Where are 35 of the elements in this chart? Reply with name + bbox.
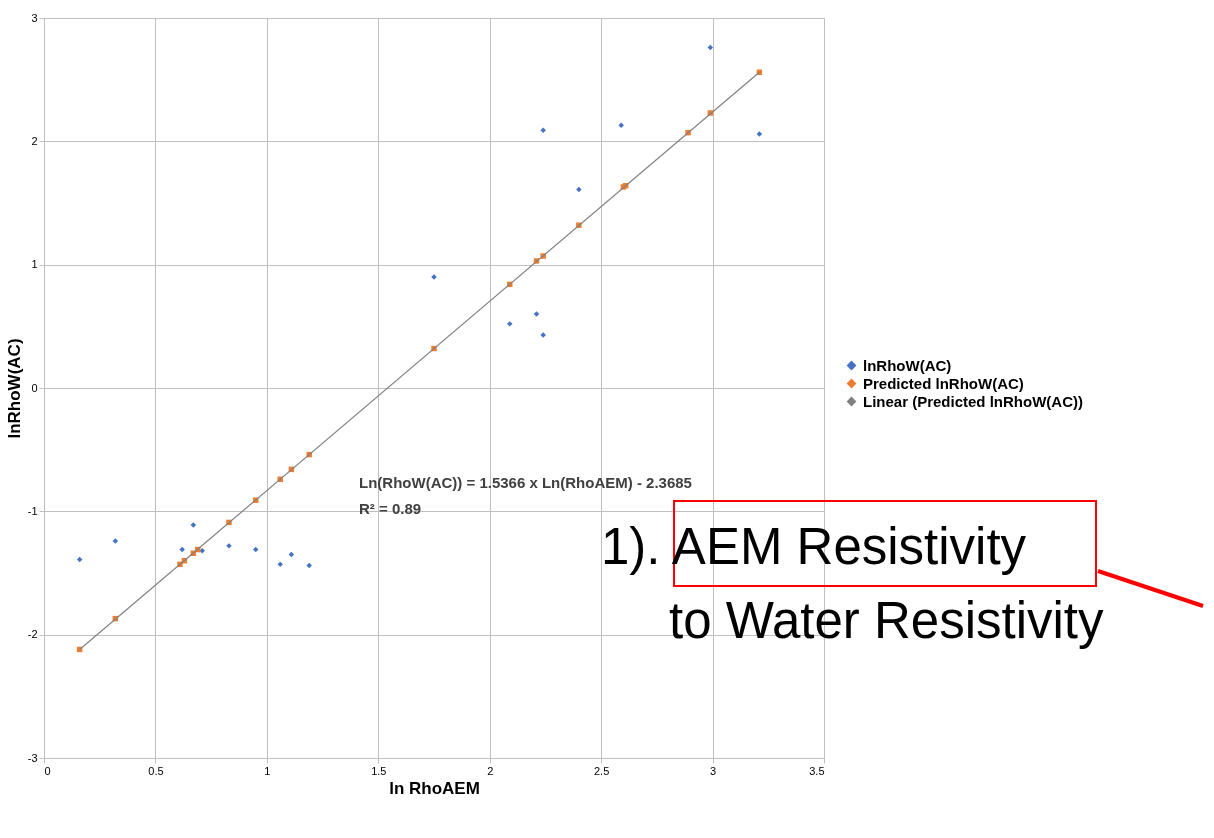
x-tick-label: 0.5 <box>148 764 164 777</box>
annotation: to Water Resistivity <box>669 592 1105 649</box>
point <box>756 131 763 137</box>
x-tick-label: 2.5 <box>593 764 610 777</box>
x-tick-label: 3 <box>710 764 717 777</box>
point <box>576 186 582 193</box>
y-tick-label: 2 <box>31 134 38 147</box>
legend-label: lnRhoW(AC) <box>863 356 952 374</box>
x-tick-label: 1 <box>264 764 271 777</box>
legend-label: Predicted lnRhoW(AC) <box>863 374 1024 392</box>
y-axis-title: lnRhoW(AC) <box>4 338 24 439</box>
point <box>190 522 197 528</box>
y-tick-label: 3 <box>31 11 38 24</box>
point <box>252 546 259 553</box>
annotation: R² = 0.89 <box>359 500 422 517</box>
x-tick-label: 0 <box>44 764 51 777</box>
annotation: Ln(RhoW(AC)) = 1.5366 x Ln(RhoAEM) - 2.3685 <box>359 474 692 491</box>
legend-label: Linear (Predicted lnRhoW(AC)) <box>863 392 1083 410</box>
point <box>179 546 185 553</box>
point <box>618 122 624 129</box>
point <box>112 538 119 544</box>
x-tick-label: 2 <box>487 764 494 777</box>
y-tick-label: -2 <box>27 628 38 641</box>
x-tick-label: 1.5 <box>371 764 387 777</box>
y-tick-label: 0 <box>31 381 38 394</box>
point <box>306 562 312 569</box>
point <box>533 311 540 317</box>
point <box>540 127 546 133</box>
x-tick-label: 3.5 <box>809 764 825 777</box>
y-tick-label: 1 <box>31 258 38 271</box>
point <box>277 561 283 568</box>
point <box>507 321 513 327</box>
y-tick-label: -1 <box>27 504 38 517</box>
x-axis-title: ln RhoAEM <box>389 778 480 798</box>
y-tick-label: -3 <box>27 751 38 764</box>
